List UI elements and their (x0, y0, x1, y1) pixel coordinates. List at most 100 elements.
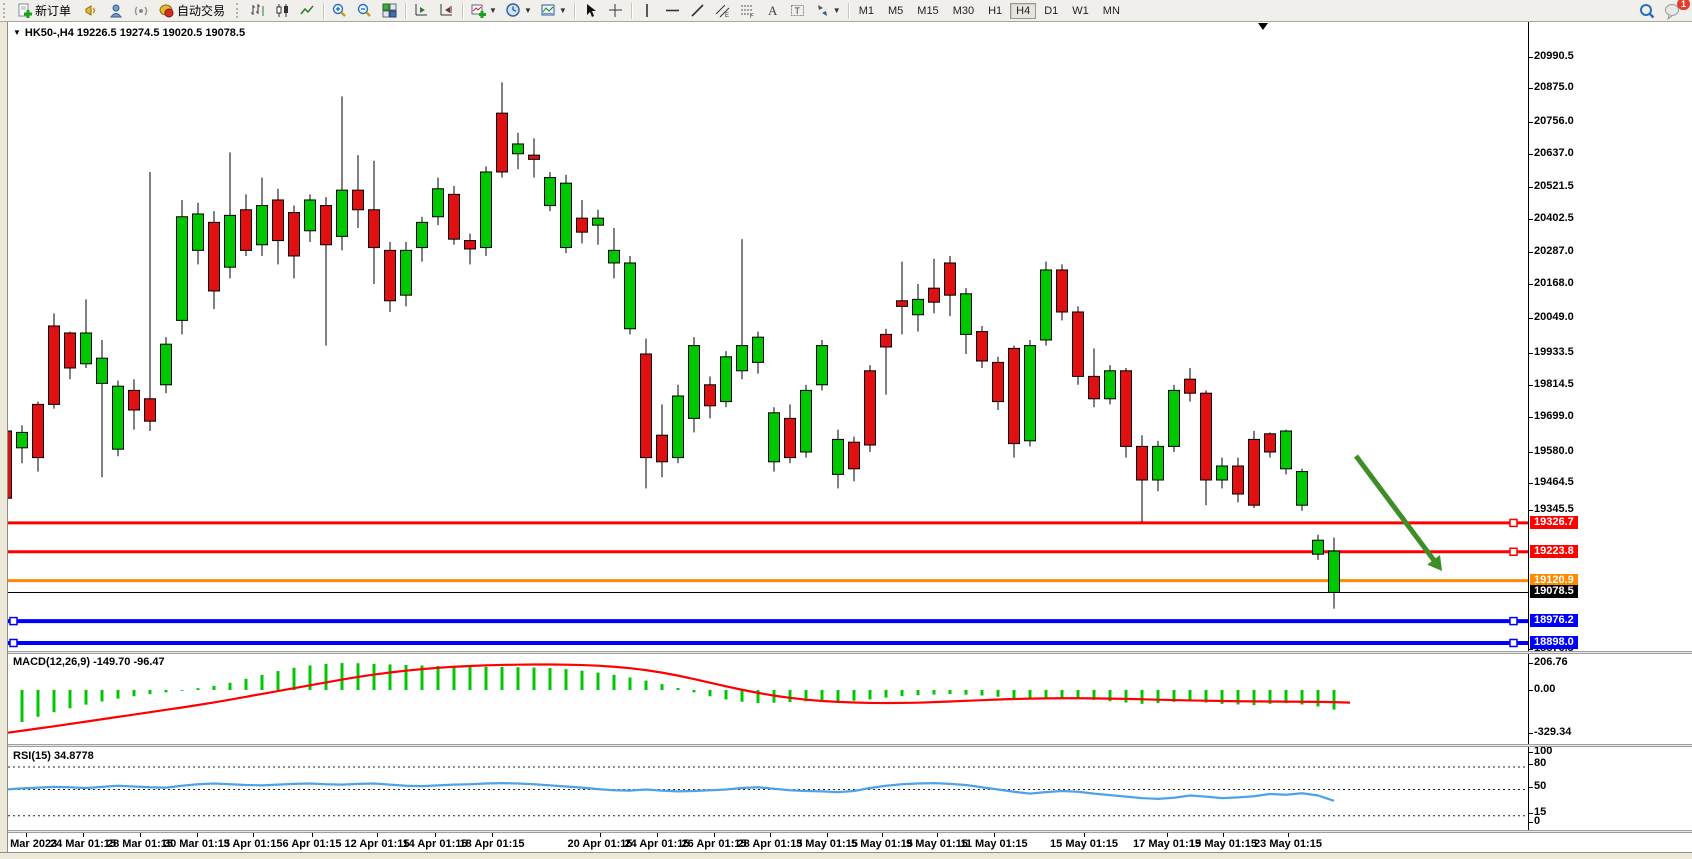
alert-sound-button[interactable] (80, 1, 103, 20)
candle-body (240, 209, 252, 251)
chart-title-collapse-icon[interactable]: ▼ (13, 28, 21, 37)
rsi-indicator-label: RSI(15) 34.8778 (13, 750, 94, 762)
periods-button[interactable]: ▼ (502, 1, 535, 20)
candle-body (1328, 550, 1340, 593)
price-tick (1528, 284, 1533, 285)
time-tick (253, 833, 254, 837)
trend-arrow-head[interactable] (1427, 555, 1442, 572)
price-tick-label: 20990.5 (1534, 50, 1574, 62)
hline-price-label[interactable]: 18898.0 (1530, 635, 1578, 649)
time-tick-label: 24 Mar 01:15 (49, 838, 117, 850)
trend-arrow-shaft[interactable] (1353, 454, 1439, 565)
time-tick (882, 833, 883, 837)
time-tick-label: 28 Mar 01:15 (106, 838, 174, 850)
profile-icon (108, 2, 125, 19)
text-button[interactable]: A (761, 1, 784, 20)
horizontal-line-button[interactable] (661, 1, 684, 20)
line-handle[interactable] (9, 638, 18, 648)
timeframe-M15[interactable]: M15 (917, 4, 939, 17)
timeframe-H1[interactable]: H1 (988, 4, 1003, 17)
price-tick (1528, 219, 1533, 220)
window-left-frame (0, 22, 8, 852)
line-chart-button[interactable] (296, 1, 319, 20)
time-tick (827, 833, 828, 837)
cursor-button[interactable] (579, 1, 602, 20)
trendline-button[interactable] (686, 1, 709, 20)
timeframe-M30[interactable]: M30 (952, 4, 975, 17)
templates-button[interactable]: ▼ (537, 1, 570, 20)
candle-body (1088, 375, 1100, 400)
text-label-button[interactable]: T (786, 1, 809, 20)
hline-price-label[interactable]: 18976.2 (1530, 614, 1578, 628)
time-tick-label: 14 Apr 01:15 (402, 838, 468, 850)
candle-body (320, 205, 332, 246)
candle-body (192, 213, 204, 251)
price-tick-label: 20756.0 (1534, 115, 1574, 127)
timeframe-bar: M1 M5 M15 M30 H1 H4 D1 W1 MN (852, 2, 1127, 19)
price-tick (1528, 122, 1533, 123)
profile-button[interactable] (105, 1, 128, 20)
price-tick (1528, 318, 1533, 319)
price-tick-label: 20875.0 (1534, 81, 1574, 93)
candle-body (1120, 370, 1132, 447)
candle-body (64, 332, 76, 369)
equidistant-channel-button[interactable]: E (711, 1, 734, 20)
tile-windows-button[interactable] (378, 1, 401, 20)
new-order-button[interactable]: 新订单 (13, 1, 78, 20)
hline-price-label[interactable]: 19223.8 (1530, 544, 1578, 558)
fibonacci-button[interactable]: F (736, 1, 759, 20)
candle-body (528, 154, 540, 160)
timeframe-H4[interactable]: H4 (1010, 2, 1037, 19)
line-handle[interactable] (9, 616, 18, 626)
zoom-in-button[interactable] (328, 1, 351, 20)
price-tick (1528, 483, 1533, 484)
line-handle[interactable] (1509, 518, 1518, 528)
arrows-icon (814, 2, 831, 19)
time-tick (1223, 833, 1224, 837)
pane-splitter[interactable] (0, 830, 1692, 833)
line-handle[interactable] (1509, 547, 1518, 556)
hline-price-label[interactable]: 19078.5 (1530, 585, 1578, 599)
pane-splitter[interactable] (0, 744, 1692, 747)
line-handle[interactable] (1509, 616, 1518, 626)
time-tick (1084, 833, 1085, 837)
pane-splitter[interactable] (0, 651, 1692, 654)
candle-body (1200, 392, 1212, 481)
timeframe-M1[interactable]: M1 (858, 4, 874, 17)
time-tick-label: 28 Apr 01:15 (737, 838, 803, 850)
candle-body (512, 143, 524, 155)
time-tick (83, 833, 84, 837)
vertical-line-button[interactable] (636, 1, 659, 20)
signal-button[interactable] (130, 1, 153, 20)
zoom-out-button[interactable] (353, 1, 376, 20)
autotrade-button[interactable]: 自动交易 (155, 1, 232, 20)
candle-body (624, 262, 636, 330)
line-handle[interactable] (1509, 638, 1518, 648)
arrows-button[interactable]: ▼ (811, 1, 844, 20)
candle-body (256, 205, 268, 246)
time-tick (600, 833, 601, 837)
price-tick (1528, 452, 1533, 453)
timeframe-W1[interactable]: W1 (1072, 4, 1089, 17)
time-tick-label: 11 May 01:15 (960, 838, 1028, 850)
search-button[interactable] (1635, 1, 1659, 20)
hline-price-label[interactable]: 19120.9 (1530, 573, 1578, 587)
candle-body (416, 221, 428, 249)
chart-shift-button[interactable] (435, 1, 458, 20)
time-tick-label: 19 May 01:15 (1189, 838, 1257, 850)
chart-window[interactable] (0, 22, 1692, 859)
equidistant-channel-icon: E (714, 2, 731, 19)
cursor-icon (582, 2, 599, 19)
bar-chart-button[interactable] (246, 1, 269, 20)
auto-scroll-button[interactable] (410, 1, 433, 20)
community-button[interactable]: 1 (1661, 0, 1690, 20)
timeframe-MN[interactable]: MN (1102, 4, 1120, 17)
indicators-button[interactable]: ▼ (467, 1, 500, 20)
crosshair-button[interactable] (604, 1, 627, 20)
candlestick-chart-button[interactable] (271, 1, 294, 20)
candle-body (1056, 269, 1068, 313)
timeframe-D1[interactable]: D1 (1044, 4, 1059, 17)
hline-price-label[interactable]: 19326.7 (1530, 515, 1578, 529)
timeframe-M5[interactable]: M5 (888, 4, 904, 17)
